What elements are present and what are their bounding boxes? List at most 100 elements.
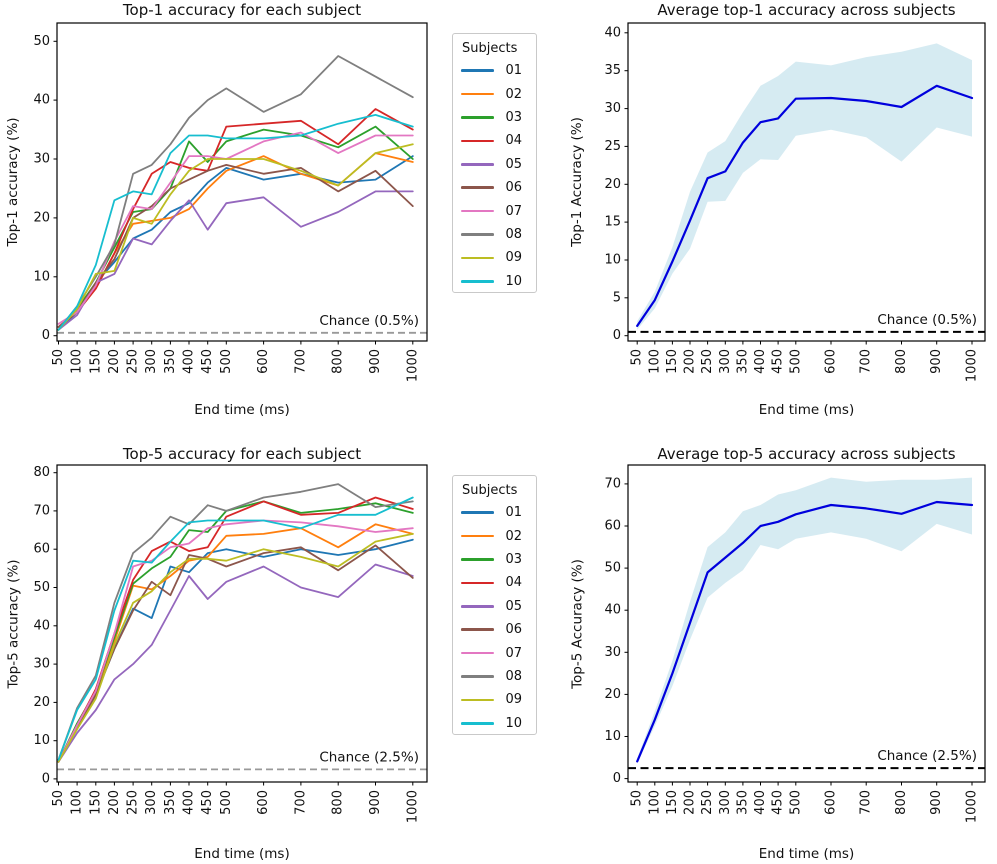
x-axis-label: End time (ms) [194,402,290,418]
svg-text:250: 250 [126,349,141,374]
series-line-05 [57,563,414,763]
svg-text:40: 40 [33,618,50,633]
legend-item-04: 04 [453,129,536,152]
svg-text:200: 200 [683,790,698,815]
svg-text:250: 250 [126,790,141,815]
legend-item-08: 08 [453,223,536,246]
legend-swatch [461,209,494,213]
svg-text:0: 0 [42,328,50,343]
legend-label: 03 [505,109,522,125]
legend-item-05: 05 [453,595,536,618]
svg-text:10: 10 [33,269,50,284]
chance-label: Chance (0.5%) [319,313,419,329]
chart-title: Top-1 accuracy for each subject [122,1,362,19]
legend-item-03: 03 [453,548,536,571]
legend-swatch [461,256,494,260]
svg-text:30: 30 [604,645,621,660]
axes-spines [56,464,428,783]
svg-text:100: 100 [647,790,662,815]
chart-top5-per-subject: Top-5 accuracy for each subject Top-5 ac… [0,432,560,864]
series-line-mean [636,500,974,763]
svg-text:20: 20 [604,687,621,702]
legend-swatch [461,233,494,236]
series-line-06 [57,163,414,328]
legend-label: 06 [505,622,522,638]
svg-text:800: 800 [331,790,346,815]
series-line-09 [57,533,414,763]
legend-swatch [461,581,494,585]
svg-text:450: 450 [771,790,786,815]
svg-text:700: 700 [859,790,874,815]
legend-swatch [461,162,494,166]
legend-label: 07 [505,203,522,219]
legend-items: 01 02 03 04 05 06 07 08 09 10 [453,501,536,735]
svg-text:600: 600 [256,790,271,815]
chart-top1-per-subject: Top-1 accuracy for each subject Top-1 ac… [0,0,560,432]
legend-label: 04 [505,133,522,149]
series-line-07 [57,131,414,325]
series-line-04 [57,108,414,328]
svg-text:30: 30 [33,152,50,167]
svg-text:100: 100 [70,790,85,815]
svg-text:80: 80 [33,465,50,480]
axis-ticks: 0 5 10 15 20 25 30 35 40 50 100 150 200 250 300 350 400 4… [604,25,979,382]
svg-text:70: 70 [604,476,621,491]
svg-text:60: 60 [33,542,50,557]
chart-title: Average top-5 accuracy across subjects [657,445,956,463]
series-line-07 [57,519,414,763]
svg-text:1000: 1000 [965,790,980,823]
chart-top1-average: Average top-1 accuracy across subjects T… [560,0,997,432]
svg-text:350: 350 [163,349,178,374]
svg-text:15: 15 [604,215,621,230]
svg-text:800: 800 [894,790,909,815]
svg-text:50: 50 [630,349,645,366]
svg-text:1000: 1000 [965,349,980,382]
legend-item-07: 07 [453,641,536,664]
svg-text:600: 600 [824,790,839,815]
legend-swatch [461,69,494,72]
confidence-band [637,43,972,330]
svg-text:70: 70 [33,503,50,518]
chart-top5-average: Average top-5 accuracy across subjects T… [560,432,997,864]
series-line-09 [57,143,414,331]
svg-text:100: 100 [647,349,662,374]
legend-item-06: 06 [453,618,536,641]
svg-text:450: 450 [200,349,215,374]
svg-text:150: 150 [88,790,103,815]
series-line-03 [57,500,414,763]
legend-title: Subjects [462,41,518,56]
svg-text:500: 500 [219,790,234,815]
legend-label: 04 [505,575,522,591]
x-axis-label: End time (ms) [758,402,855,418]
svg-text:0: 0 [613,771,621,786]
legend-label: 05 [505,598,522,614]
plot-area: Chance (2.5%) 0 10 20 30 40 50 60 70 80 50 100 150 20… [33,464,428,823]
legend-item-07: 07 [453,199,536,222]
svg-text:300: 300 [144,349,159,374]
svg-text:60: 60 [604,519,621,534]
svg-text:700: 700 [859,349,874,374]
legend-swatch [461,139,494,143]
legend-label: 08 [505,226,522,242]
subjects-legend: Subjects 01 02 03 04 05 06 07 08 09 10 [452,33,537,293]
legend-label: 05 [505,156,522,172]
svg-text:1000: 1000 [405,349,420,382]
chance-label: Chance (0.5%) [877,312,977,328]
confidence-band [637,477,972,764]
legend-label: 02 [505,528,522,544]
svg-text:800: 800 [894,349,909,374]
axes-spines [627,464,986,783]
svg-text:800: 800 [331,349,346,374]
chart-title: Top-5 accuracy for each subject [122,445,362,463]
axes-spines [627,22,986,342]
svg-text:600: 600 [256,349,271,374]
legend-label: 10 [505,273,522,289]
svg-text:150: 150 [665,790,680,815]
svg-text:30: 30 [33,657,50,672]
svg-text:300: 300 [718,790,733,815]
plot-area: Chance (0.5%) 0 10 20 30 40 50 50 100 150 200 250 30… [33,22,428,382]
svg-text:30: 30 [604,101,621,116]
legend-item-04: 04 [453,571,536,594]
svg-text:50: 50 [51,790,66,807]
legend-swatch [461,675,494,678]
